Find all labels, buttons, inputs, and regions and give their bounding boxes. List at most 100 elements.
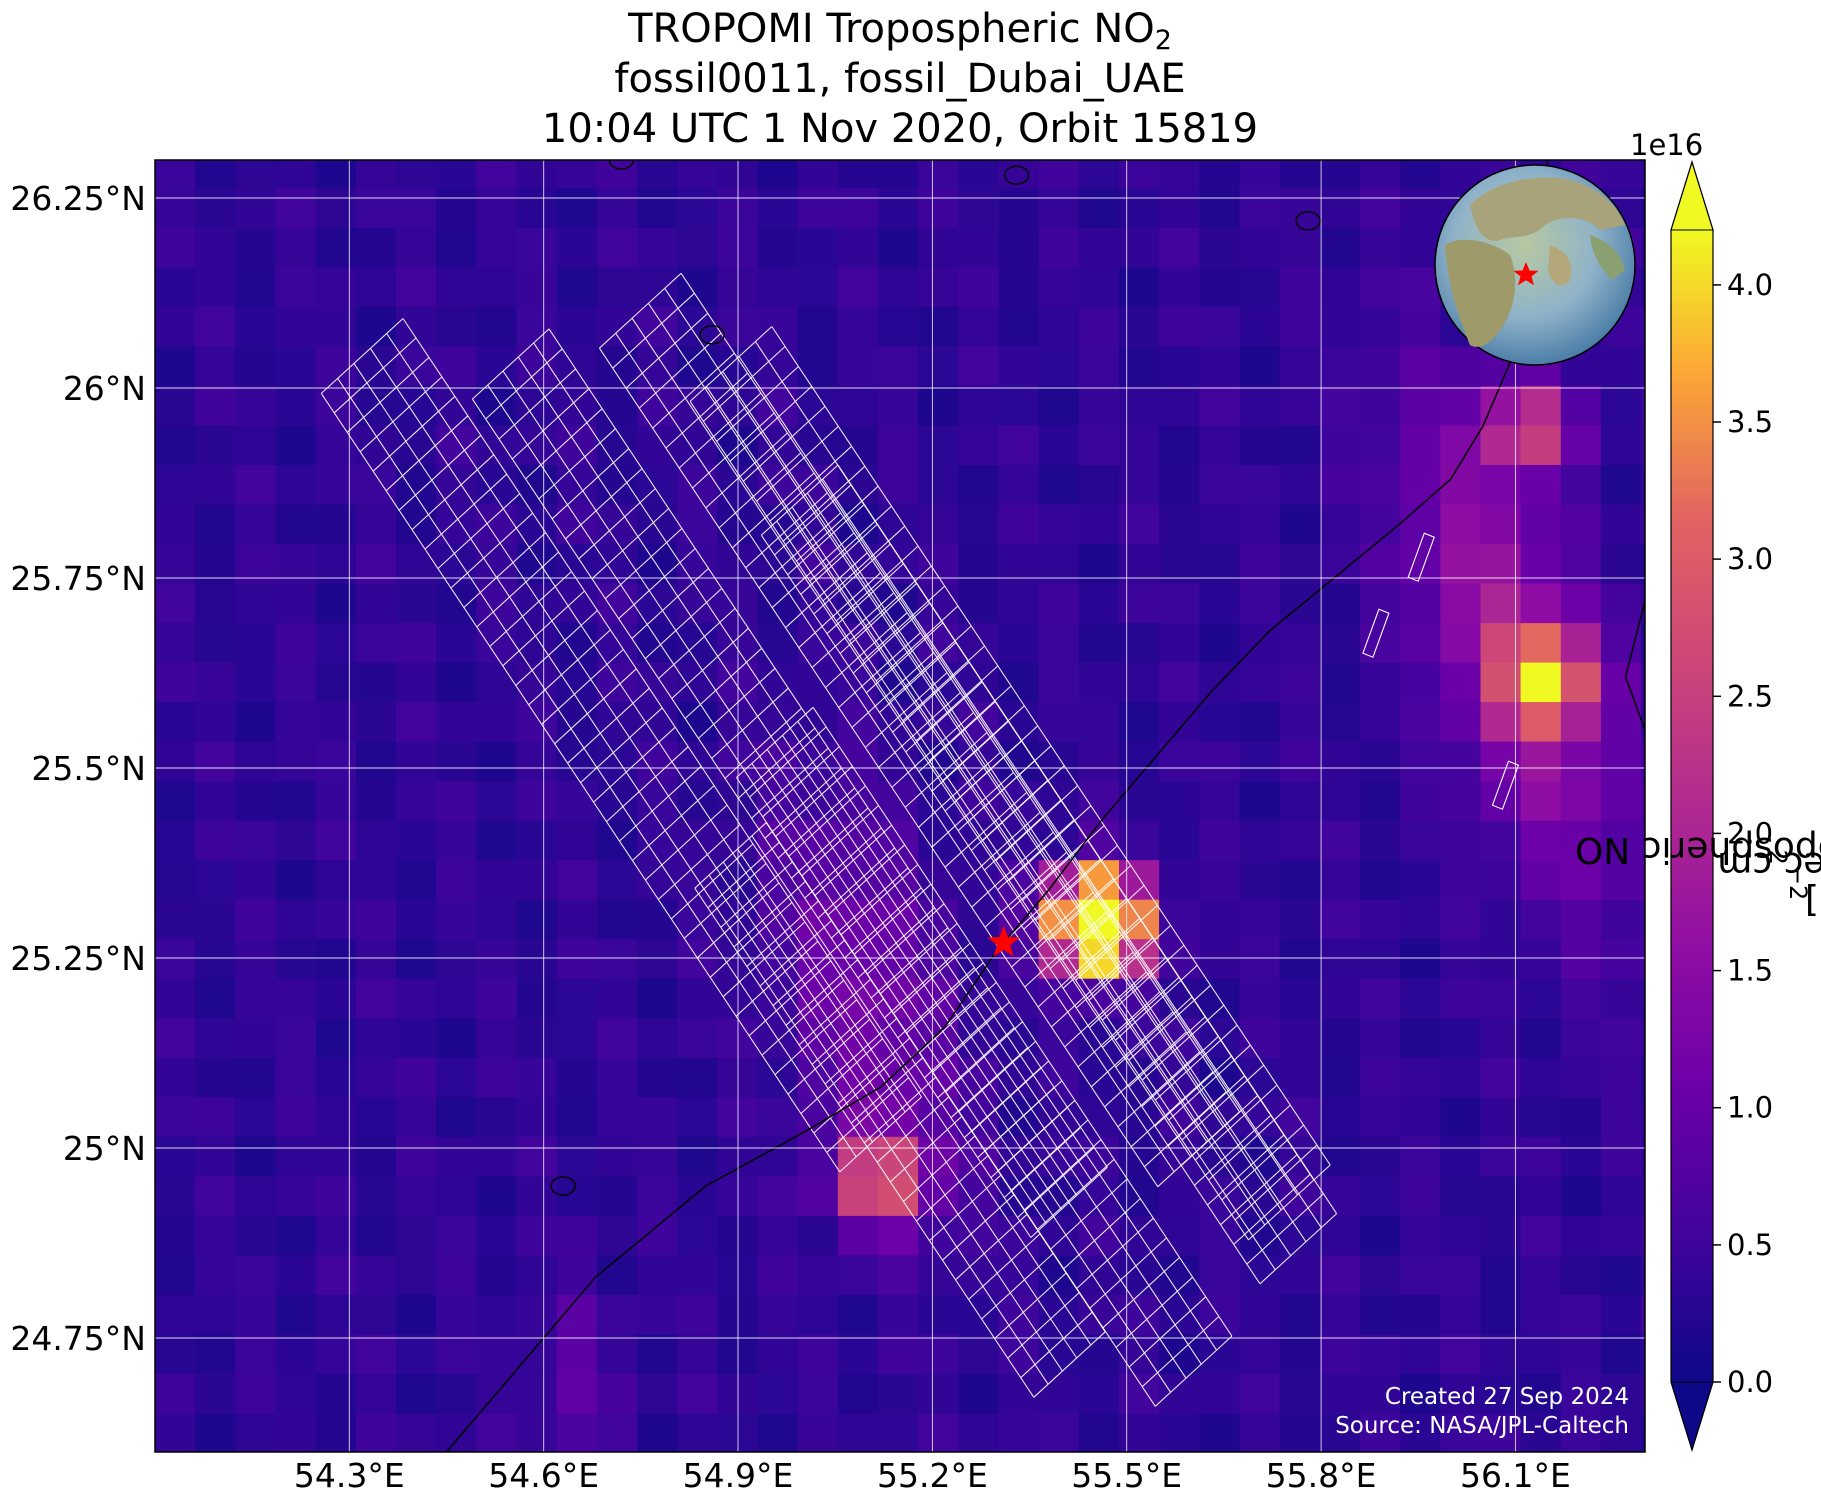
no2-pixel bbox=[958, 160, 1000, 189]
lon-tick-label: 54.9°E bbox=[683, 1456, 794, 1495]
no2-pixel bbox=[396, 740, 438, 782]
no2-pixel bbox=[1600, 424, 1643, 465]
no2-pixel bbox=[355, 819, 397, 861]
no2-pixel bbox=[1360, 1293, 1402, 1335]
no2-pixel bbox=[1159, 1373, 1201, 1414]
no2-pixel bbox=[757, 305, 799, 347]
no2-pixel bbox=[155, 859, 197, 900]
no2-pixel bbox=[516, 1175, 558, 1216]
no2-pixel bbox=[1119, 1254, 1161, 1295]
no2-pixel bbox=[1520, 582, 1562, 624]
no2-pixel bbox=[1400, 780, 1442, 821]
no2-pixel bbox=[797, 385, 839, 426]
no2-pixel bbox=[516, 819, 558, 861]
no2-pixel bbox=[1400, 622, 1442, 663]
no2-pixel bbox=[155, 464, 197, 505]
no2-pixel bbox=[1038, 740, 1080, 782]
no2-pixel bbox=[998, 160, 1040, 189]
no2-pixel bbox=[918, 1412, 960, 1452]
no2-pixel bbox=[837, 305, 879, 347]
no2-pixel bbox=[315, 1135, 357, 1177]
coastline-east bbox=[1624, 600, 1645, 731]
no2-pixel bbox=[516, 160, 558, 189]
no2-pixel bbox=[396, 160, 438, 189]
gridlines bbox=[155, 160, 1645, 1452]
no2-pixel bbox=[1560, 701, 1602, 742]
no2-pixel bbox=[1159, 345, 1201, 386]
no2-pixel bbox=[677, 977, 719, 1019]
no2-pixel bbox=[315, 1056, 357, 1098]
no2-pixel bbox=[155, 160, 197, 189]
no2-pixel bbox=[1078, 1293, 1120, 1335]
no2-pixel bbox=[155, 701, 197, 742]
no2-pixel bbox=[1159, 859, 1201, 900]
no2-pixel bbox=[315, 187, 357, 228]
no2-pixel bbox=[1641, 385, 1645, 426]
no2-pixel bbox=[1159, 701, 1201, 742]
no2-pixel bbox=[355, 740, 397, 782]
no2-pixel bbox=[1078, 1333, 1120, 1374]
no2-pixel bbox=[516, 226, 558, 268]
no2-pixel bbox=[1119, 582, 1161, 624]
no2-pixel bbox=[1159, 898, 1201, 940]
no2-pixel bbox=[436, 1412, 478, 1452]
no2-pixel bbox=[757, 1214, 799, 1256]
no2-pixel bbox=[516, 1214, 558, 1256]
no2-pixel bbox=[637, 1254, 679, 1295]
no2-pixel bbox=[998, 1412, 1040, 1452]
no2-pixel bbox=[1360, 464, 1402, 505]
no2-pixel bbox=[195, 977, 237, 1019]
no2-pixel bbox=[1480, 582, 1522, 624]
no2-pixel bbox=[637, 187, 679, 228]
no2-pixel bbox=[556, 1056, 598, 1098]
no2-pixel bbox=[235, 1333, 277, 1374]
no2-pixel bbox=[998, 503, 1040, 544]
no2-pixel bbox=[757, 701, 799, 742]
no2-pixel bbox=[436, 780, 478, 821]
no2-pixel bbox=[1279, 1373, 1321, 1414]
globe-landmass-india bbox=[1548, 245, 1572, 286]
no2-pixel bbox=[1078, 385, 1120, 426]
no2-pixel bbox=[1440, 819, 1482, 861]
no2-pixel bbox=[516, 345, 558, 386]
no2-pixel bbox=[1560, 1175, 1602, 1216]
no2-pixel bbox=[1360, 1333, 1402, 1374]
no2-pixel bbox=[476, 780, 518, 821]
no2-pixel bbox=[315, 977, 357, 1019]
no2-pixel bbox=[1641, 622, 1645, 663]
no2-pixel bbox=[235, 1373, 277, 1414]
no2-pixel bbox=[436, 345, 478, 386]
no2-pixel bbox=[1319, 977, 1361, 1019]
no2-pixel bbox=[1641, 898, 1645, 940]
no2-pixel bbox=[998, 385, 1040, 426]
no2-pixel bbox=[677, 1017, 719, 1058]
no2-pixel bbox=[1360, 859, 1402, 900]
no2-pixel bbox=[677, 424, 719, 465]
no2-pixel bbox=[1480, 424, 1522, 465]
footprint-grids bbox=[320, 272, 1520, 1407]
no2-pixel bbox=[1641, 543, 1645, 584]
no2-pixel bbox=[1199, 780, 1241, 821]
no2-pixel bbox=[275, 160, 317, 189]
no2-pixel bbox=[1119, 1412, 1161, 1452]
no2-pixel bbox=[1279, 226, 1321, 268]
no2-pixel bbox=[878, 1254, 920, 1295]
no2-pixel bbox=[1440, 977, 1482, 1019]
no2-pixel bbox=[1560, 1135, 1602, 1177]
island-outline bbox=[608, 160, 635, 170]
no2-pixel bbox=[1520, 780, 1562, 821]
no2-pixel bbox=[476, 1175, 518, 1216]
colorbar-scale-exponent: 1e16 bbox=[1630, 128, 1704, 162]
no2-pixel bbox=[998, 1254, 1040, 1295]
no2-pixel bbox=[275, 661, 317, 703]
no2-pixel bbox=[155, 977, 197, 1019]
no2-pixel bbox=[1480, 385, 1522, 426]
no2-pixel bbox=[1520, 1175, 1562, 1216]
colorbar-gradient bbox=[1671, 230, 1713, 1382]
no2-pixel bbox=[355, 1056, 397, 1098]
no2-pixel bbox=[556, 187, 598, 228]
no2-pixel bbox=[797, 305, 839, 347]
no2-pixel bbox=[396, 385, 438, 426]
no2-pixel bbox=[1239, 385, 1281, 426]
no2-pixel bbox=[1641, 819, 1645, 861]
